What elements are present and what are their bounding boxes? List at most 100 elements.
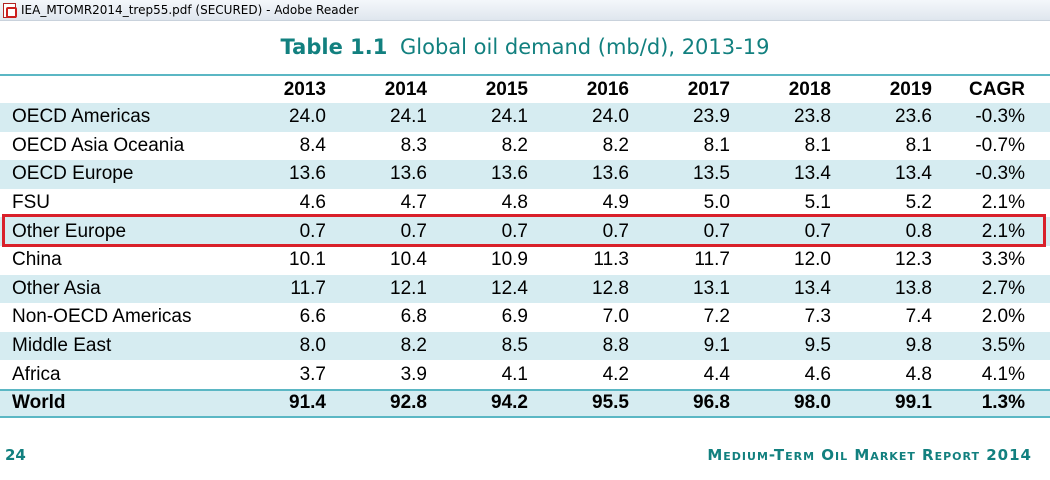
row-value: 3.5%	[981, 335, 1025, 357]
row-value: 94.2	[491, 392, 528, 414]
table-row: FSU 4.6 4.7 4.8 4.9 5.0 5.1 5.2 2.1%	[0, 189, 1050, 218]
row-value: 99.1	[895, 392, 932, 414]
row-value: 4.2	[602, 363, 629, 385]
row-value: 13.6	[491, 163, 528, 185]
row-value: 23.8	[794, 106, 831, 128]
row-value: 12.3	[895, 249, 932, 271]
row-value: 91.4	[289, 392, 326, 414]
table-number: Table 1.1	[280, 35, 388, 59]
row-value: 6.8	[400, 306, 427, 328]
row-value: 24.1	[390, 106, 427, 128]
row-value: -0.3%	[975, 106, 1025, 128]
row-value: 8.0	[299, 335, 326, 357]
row-value: 4.4	[703, 363, 730, 385]
row-value: 2.7%	[981, 277, 1025, 299]
report-name: Medium-Term Oil Market Report 2014	[707, 446, 1032, 464]
row-value: 8.1	[905, 134, 932, 156]
row-value: 13.8	[895, 277, 932, 299]
row-value: -0.3%	[975, 163, 1025, 185]
document-page: Table 1.1 Global oil demand (mb/d), 2013…	[0, 21, 1050, 480]
row-value: 9.1	[703, 335, 730, 357]
row-value: 23.9	[693, 106, 730, 128]
header-cell: 2017	[687, 78, 730, 100]
row-value: 7.4	[905, 306, 932, 328]
row-value: 12.8	[592, 277, 629, 299]
row-label: World	[12, 392, 66, 414]
header-cell: 2019	[889, 78, 932, 100]
table-row: Other Asia 11.7 12.1 12.4 12.8 13.1 13.4 13.8 2.…	[0, 274, 1050, 304]
row-label: Middle East	[12, 335, 112, 357]
row-value: 0.8	[905, 220, 932, 242]
table-row: Other Europe 0.7 0.7 0.7 0.7 0.7 0.7 0.8 2.1%	[0, 217, 1050, 246]
pdf-icon	[3, 2, 17, 18]
row-value: 0.7	[804, 220, 831, 242]
table-row: Africa 3.7 3.9 4.1 4.2 4.4 4.6 4.8 4.1%	[0, 360, 1050, 389]
row-value: 7.3	[804, 306, 831, 328]
row-value: 95.5	[592, 392, 629, 414]
row-value: 8.8	[602, 335, 629, 357]
row-value: 96.8	[693, 392, 730, 414]
table-header-row: 2013 2014 2015 2016 2017 2018 2019 CAGR	[0, 76, 1050, 103]
row-value: 4.1	[501, 363, 528, 385]
row-value: 8.1	[703, 134, 730, 156]
row-value: 8.2	[501, 134, 528, 156]
table-total-row: World 91.4 92.8 94.2 95.5 96.8 98.0 99.1…	[0, 388, 1050, 418]
row-value: 13.4	[895, 163, 932, 185]
table-row: China 10.1 10.4 10.9 11.3 11.7 12.0 12.3 3.3%	[0, 246, 1050, 275]
row-value: 13.5	[693, 163, 730, 185]
table-title: Table 1.1 Global oil demand (mb/d), 2013…	[0, 35, 1050, 59]
table-row: OECD Americas 24.0 24.1 24.1 24.0 23.9 23.8 23.…	[0, 103, 1050, 132]
row-value: 9.8	[905, 335, 932, 357]
row-value: 7.2	[703, 306, 730, 328]
table-row: OECD Asia Oceania 8.4 8.3 8.2 8.2 8.1 8.1 8.1 -0…	[0, 132, 1050, 161]
row-value: -0.7%	[975, 134, 1025, 156]
row-value: 13.6	[289, 163, 326, 185]
row-label: Non-OECD Americas	[12, 306, 192, 328]
row-value: 5.1	[804, 192, 831, 214]
row-value: 3.9	[400, 363, 427, 385]
data-table: 2013 2014 2015 2016 2017 2018 2019 CAGR …	[0, 74, 1050, 418]
row-value: 13.1	[693, 277, 730, 299]
row-value: 8.2	[602, 134, 629, 156]
header-cell: 2014	[384, 78, 427, 100]
row-value: 8.1	[804, 134, 831, 156]
row-value: 8.5	[501, 335, 528, 357]
row-value: 3.3%	[981, 249, 1025, 271]
row-value: 13.6	[592, 163, 629, 185]
row-value: 4.6	[299, 192, 326, 214]
row-value: 6.6	[299, 306, 326, 328]
row-value: 24.0	[289, 106, 326, 128]
row-label: FSU	[12, 192, 50, 214]
row-value: 13.4	[794, 163, 831, 185]
row-value: 24.1	[491, 106, 528, 128]
row-value: 13.4	[794, 277, 831, 299]
window-title: IEA_MTOMR2014_trep55.pdf (SECURED) - Ado…	[21, 3, 359, 17]
row-value: 12.1	[390, 277, 427, 299]
row-label: Africa	[12, 363, 61, 385]
row-label: China	[12, 249, 62, 271]
row-value: 9.5	[804, 335, 831, 357]
row-value: 12.0	[794, 249, 831, 271]
row-value: 4.1%	[981, 363, 1025, 385]
row-value: 2.1%	[981, 192, 1025, 214]
header-cell: 2018	[788, 78, 831, 100]
row-value: 1.3%	[981, 392, 1025, 414]
row-value: 11.7	[290, 277, 326, 299]
row-value: 7.0	[602, 306, 629, 328]
row-value: 8.2	[400, 335, 427, 357]
row-value: 8.3	[400, 134, 427, 156]
row-value: 98.0	[794, 392, 831, 414]
row-value: 0.7	[400, 220, 427, 242]
table-top-rule	[0, 74, 1050, 76]
row-value: 4.6	[804, 363, 831, 385]
row-value: 4.7	[400, 192, 427, 214]
row-value: 5.0	[703, 192, 730, 214]
row-value: 0.7	[602, 220, 629, 242]
row-value: 23.6	[895, 106, 932, 128]
row-value: 4.8	[501, 192, 528, 214]
table-row: Non-OECD Americas 6.6 6.8 6.9 7.0 7.2 7.3 7.4 2.…	[0, 303, 1050, 332]
header-cell: 2013	[283, 78, 326, 100]
row-value: 24.0	[592, 106, 629, 128]
row-value: 10.4	[390, 249, 427, 271]
row-value: 12.4	[491, 277, 528, 299]
